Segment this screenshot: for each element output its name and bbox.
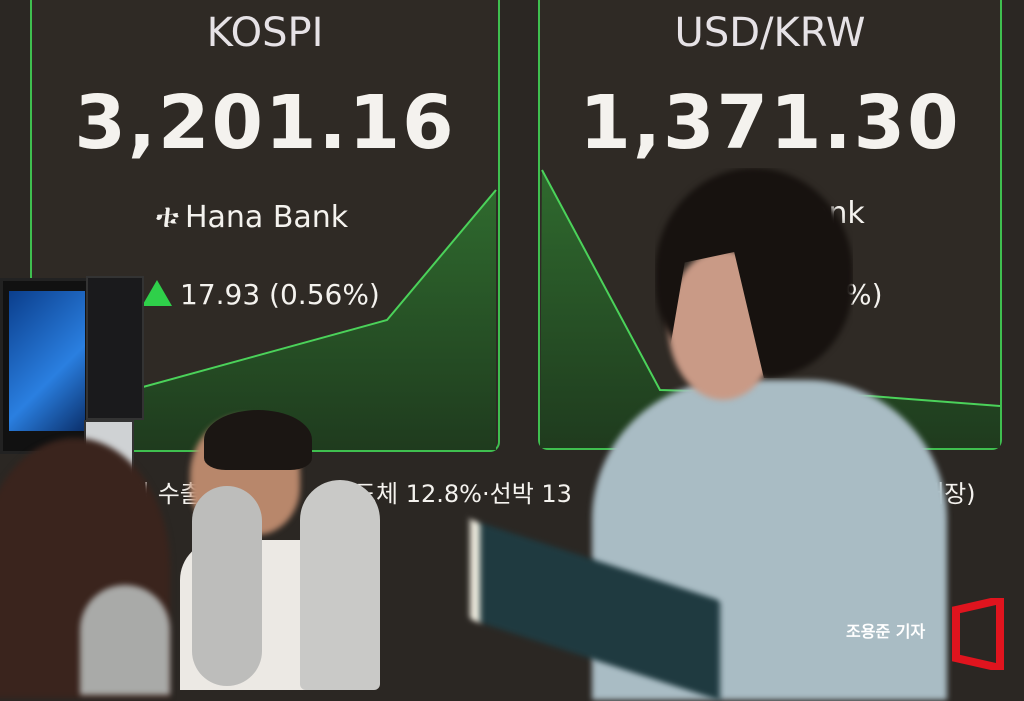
usdkrw-value: 1,371.30 [579, 80, 961, 166]
up-triangle-icon [142, 280, 172, 306]
chair [192, 486, 262, 686]
kospi-change-text: 17.93 (0.56%) [180, 278, 380, 311]
chair [300, 480, 380, 690]
hair [204, 410, 312, 470]
monitor [86, 276, 144, 420]
kospi-change: 17.93 (0.56%) [142, 278, 380, 311]
kospi-title: KOSPI [206, 10, 324, 56]
hana-bank-logo: ቱ Hana Bank [156, 196, 348, 236]
publisher-logo-icon [952, 598, 1004, 670]
chair [80, 585, 170, 695]
kospi-value: 3,201.16 [74, 80, 456, 166]
usdkrw-title: USD/KRW [674, 10, 866, 56]
kospi-chart [131, 189, 497, 450]
bank-name: Hana Bank [184, 200, 349, 235]
monitor [0, 278, 96, 454]
hana-logo-icon: ቱ [156, 196, 179, 236]
photo-credit: 조용준 기자 [846, 622, 926, 641]
